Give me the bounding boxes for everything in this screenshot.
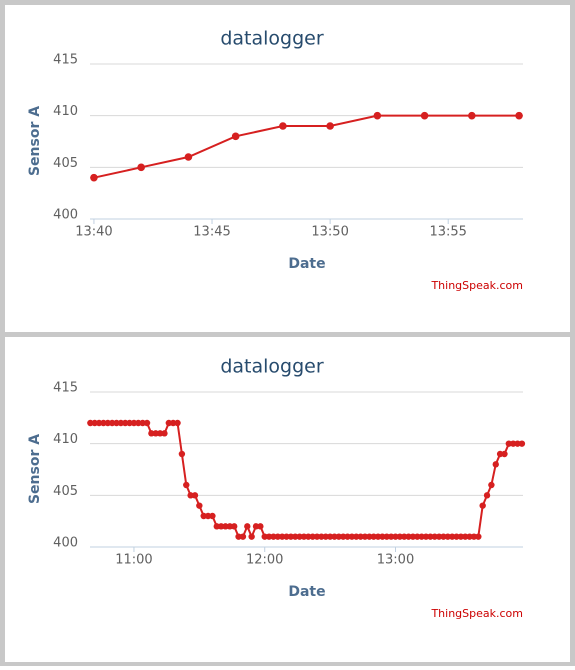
data-point — [492, 461, 499, 468]
data-point — [488, 481, 495, 489]
y-tick-label: 410 — [53, 432, 78, 447]
data-point — [161, 430, 168, 437]
y-tick-label: 400 — [53, 536, 78, 551]
data-point — [501, 450, 508, 458]
data-line — [93, 114, 520, 179]
y-tick-label: 415 — [53, 381, 78, 396]
y-tick-label: 405 — [53, 484, 78, 499]
data-point — [468, 111, 476, 120]
data-point — [518, 440, 526, 447]
panel — [5, 337, 570, 662]
data-point — [279, 122, 287, 130]
data-point — [231, 132, 240, 141]
x-tick-label: 12:00 — [246, 553, 283, 568]
data-point — [231, 523, 238, 530]
data-point — [196, 502, 203, 509]
x-tick-label: 13:55 — [429, 225, 466, 240]
y-axis-label: Sensor A — [27, 434, 43, 504]
x-axis-label: Date — [288, 256, 325, 272]
y-tick-label: 415 — [53, 53, 78, 68]
data-point — [475, 533, 482, 540]
y-axis-label: Sensor A — [27, 106, 43, 176]
panel — [5, 5, 570, 332]
y-tick-label: 405 — [53, 156, 78, 171]
y-tick-label: 400 — [53, 208, 78, 223]
data-point — [90, 173, 98, 182]
x-axis-label: Date — [288, 584, 325, 600]
x-tick-label: 13:00 — [377, 553, 414, 568]
data-point — [326, 122, 334, 130]
chart-title: datalogger — [220, 356, 324, 378]
y-tick-label: 410 — [53, 104, 78, 119]
data-point — [373, 111, 382, 120]
data-point — [137, 163, 145, 172]
data-point — [420, 111, 429, 120]
data-point — [183, 481, 190, 489]
data-point — [257, 523, 264, 530]
data-point — [515, 111, 523, 120]
x-tick-label: 11:00 — [115, 553, 152, 568]
data-point — [244, 523, 251, 530]
data-point — [191, 492, 199, 499]
data-point — [174, 419, 181, 427]
data-point — [239, 533, 247, 540]
data-point — [209, 512, 216, 520]
chart-title: datalogger — [220, 28, 324, 50]
data-point — [143, 419, 151, 427]
data-point — [483, 492, 491, 499]
data-point — [248, 533, 255, 540]
x-tick-label: 13:40 — [75, 225, 112, 240]
credit: ThingSpeak.com — [430, 279, 523, 292]
x-tick-label: 13:45 — [193, 225, 230, 240]
data-point — [479, 502, 486, 509]
data-point — [184, 153, 193, 161]
credit: ThingSpeak.com — [430, 607, 523, 620]
x-tick-label: 13:50 — [311, 225, 348, 240]
data-point — [178, 450, 186, 458]
